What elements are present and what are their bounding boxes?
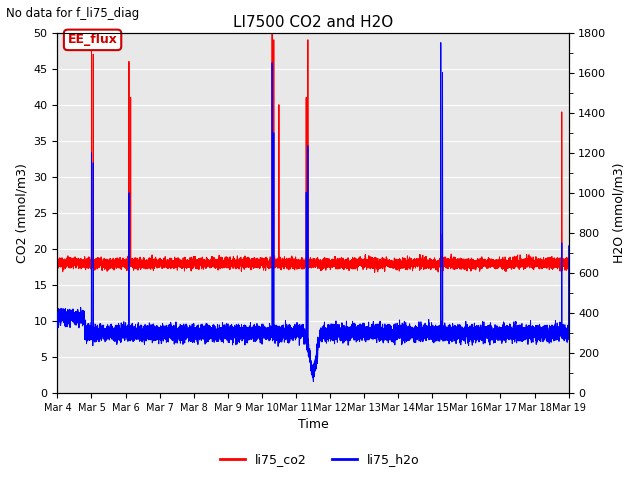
Text: EE_flux: EE_flux (68, 34, 118, 47)
Y-axis label: H2O (mmol/m3): H2O (mmol/m3) (612, 163, 625, 263)
Y-axis label: CO2 (mmol/m3): CO2 (mmol/m3) (15, 163, 28, 263)
Title: LI7500 CO2 and H2O: LI7500 CO2 and H2O (233, 15, 393, 30)
Text: No data for f_li75_diag: No data for f_li75_diag (6, 7, 140, 20)
X-axis label: Time: Time (298, 419, 328, 432)
Legend: li75_co2, li75_h2o: li75_co2, li75_h2o (215, 448, 425, 471)
